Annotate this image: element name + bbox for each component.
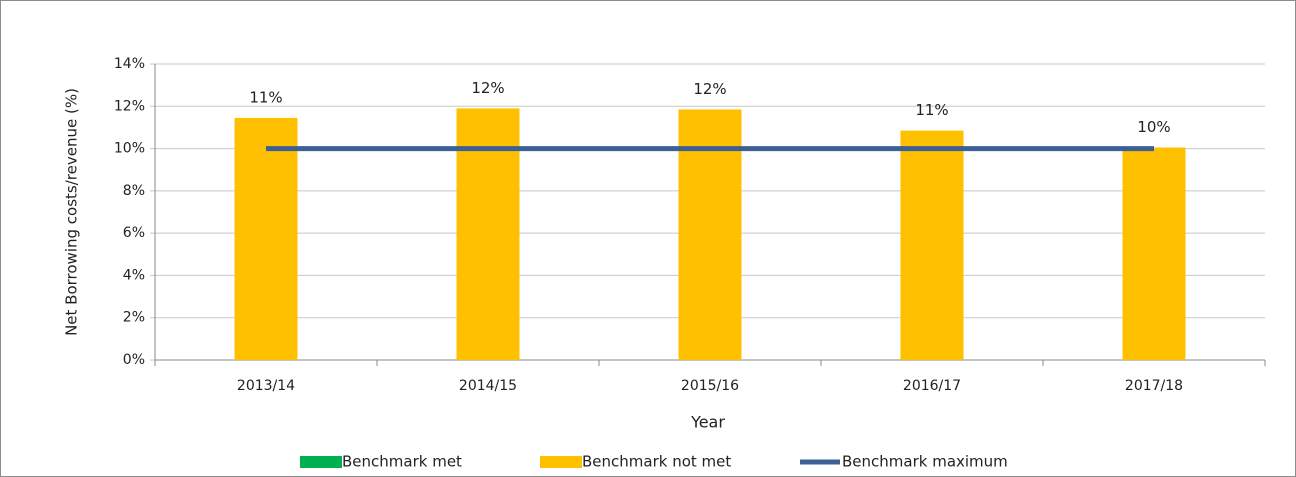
legend-swatch (540, 456, 582, 468)
x-tick-label: 2016/17 (903, 378, 961, 394)
legend-label: Benchmark maximum (842, 453, 1008, 471)
legend-label: Benchmark met (342, 453, 462, 471)
y-tick-label: 14% (114, 56, 145, 72)
x-tick-label: 2015/16 (681, 378, 739, 394)
value-label: 10% (1137, 118, 1170, 136)
y-tick-label: 0% (123, 352, 145, 368)
y-tick-label: 2% (123, 310, 145, 326)
value-label: 12% (693, 80, 726, 98)
legend-label: Benchmark not met (582, 453, 731, 471)
y-tick-label: 10% (114, 141, 145, 157)
bar (234, 117, 298, 361)
x-tick-label: 2017/18 (1125, 378, 1183, 394)
bar (1122, 147, 1186, 360)
x-tick-label: 2014/15 (459, 378, 517, 394)
x-tick-label: 2013/14 (237, 378, 295, 394)
y-tick-label: 6% (123, 225, 145, 241)
y-axis-title: Net Borrowing costs/revenue (%) (63, 88, 81, 336)
legend-swatch (300, 456, 342, 468)
y-tick-label: 12% (114, 98, 145, 114)
bar (678, 109, 742, 360)
x-axis-title: Year (690, 413, 725, 432)
bar (900, 130, 964, 360)
y-tick-label: 4% (123, 267, 145, 283)
value-label: 12% (471, 79, 504, 97)
value-label: 11% (915, 101, 948, 119)
y-tick-label: 8% (123, 183, 145, 199)
value-label: 11% (249, 88, 282, 106)
